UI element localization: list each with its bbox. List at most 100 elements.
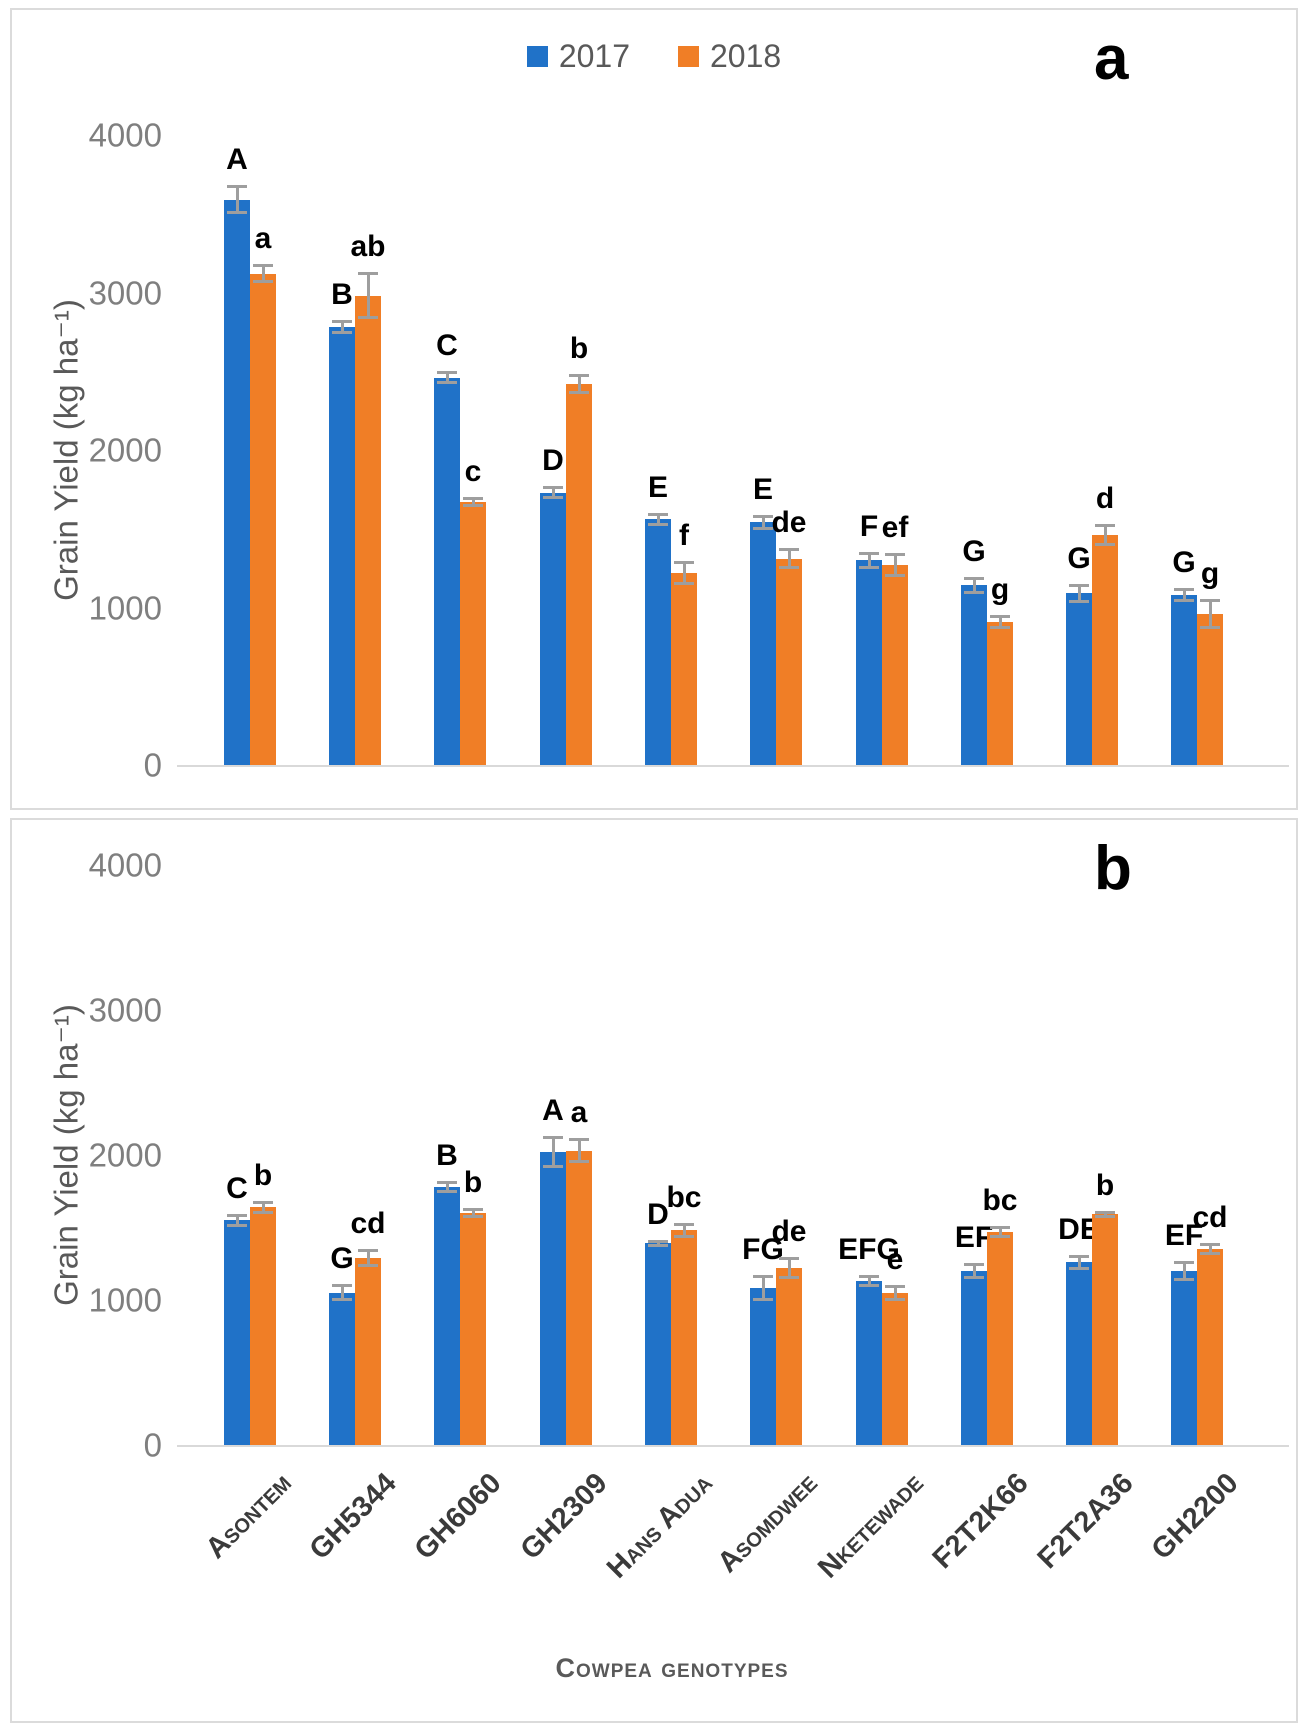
error-bar-line <box>1077 583 1081 603</box>
error-bar-line <box>235 1213 239 1227</box>
error-bar-cap <box>437 1189 457 1193</box>
error-bar-cap <box>437 380 457 384</box>
error-bar-cap <box>1200 1243 1220 1247</box>
error-bar-line <box>1182 587 1186 602</box>
error-bar-line <box>867 551 871 569</box>
y-tick-label: 0 <box>143 1426 162 1464</box>
error-bar <box>543 486 563 499</box>
bar-2018 <box>355 1257 381 1445</box>
significance-label: b <box>569 331 589 365</box>
bar-2017 <box>856 1281 882 1445</box>
error-bar <box>964 576 984 595</box>
error-bar-cap <box>1069 1266 1089 1270</box>
error-bar <box>437 371 457 384</box>
error-bar-cap <box>885 553 905 557</box>
bar-2018 <box>987 1231 1013 1445</box>
error-bar-cap <box>648 1239 668 1243</box>
bar-2017 <box>961 585 987 765</box>
error-bar <box>674 561 694 585</box>
error-bar-line <box>1208 598 1212 629</box>
error-bar-cap <box>885 1297 905 1301</box>
significance-label: D <box>647 1197 669 1231</box>
error-bar-cap <box>964 1263 984 1267</box>
significance-label: b <box>1095 1168 1115 1202</box>
error-bar-line <box>261 264 265 284</box>
error-bar-cap <box>227 1223 247 1227</box>
error-bar-cap <box>1200 598 1220 602</box>
error-bar-cap <box>569 391 589 395</box>
error-bar <box>779 548 799 569</box>
error-bar-line <box>761 1275 765 1302</box>
error-bar-cap <box>1174 587 1194 591</box>
bar-2018 <box>1092 1214 1118 1445</box>
panel-letter-b: b <box>1094 834 1132 903</box>
error-bar-cap <box>227 1213 247 1217</box>
error-bar <box>779 1257 799 1279</box>
error-bar <box>227 185 247 214</box>
chart-legend: 2017 2018 <box>12 38 1296 75</box>
error-bar-cap <box>463 1215 483 1219</box>
error-bar-line <box>366 272 370 320</box>
error-bar-cap <box>1095 1210 1115 1214</box>
error-bar-line <box>787 1257 791 1279</box>
error-bar-cap <box>648 513 668 516</box>
error-bar <box>227 1213 247 1227</box>
bar-2017 <box>1171 1271 1197 1445</box>
bar-2018 <box>355 295 381 765</box>
error-bar-line <box>972 576 976 595</box>
error-bar-line <box>1208 1243 1212 1256</box>
error-bar-line <box>340 1284 344 1302</box>
error-bar <box>885 1284 905 1301</box>
error-bar-cap <box>885 1284 905 1288</box>
bar-2017 <box>961 1271 987 1445</box>
bar-2017 <box>750 1288 776 1445</box>
error-bar-line <box>445 1181 449 1193</box>
error-bar-line <box>761 514 765 531</box>
error-bar-line <box>972 1263 976 1279</box>
error-bar <box>463 497 483 507</box>
error-bar-cap <box>1069 599 1089 603</box>
error-bar-line <box>340 320 344 335</box>
error-bar-cap <box>253 1210 273 1214</box>
error-bar-cap <box>753 527 773 531</box>
significance-label: A <box>226 143 248 177</box>
x-tick-label: Asontem <box>199 1467 298 1565</box>
significance-label: de <box>771 1215 807 1249</box>
error-bar-cap <box>648 522 668 526</box>
error-bar-cap <box>253 264 273 268</box>
significance-label: G <box>962 534 986 568</box>
significance-label: EF <box>954 1221 994 1255</box>
y-tick-label: 4000 <box>88 846 162 884</box>
x-axis-title: Cowpea genotypes <box>555 1653 789 1683</box>
error-bar <box>1069 583 1089 603</box>
error-bar-cap <box>859 565 879 569</box>
significance-label: g <box>1200 556 1220 590</box>
significance-label: B <box>331 278 353 312</box>
significance-label: a <box>570 1096 588 1130</box>
bar-2017 <box>329 1292 355 1445</box>
significance-label: bc <box>666 1181 702 1215</box>
error-bar-cap <box>859 551 879 555</box>
error-bar-cap <box>358 1263 378 1267</box>
bar-2017 <box>856 560 882 765</box>
significance-label: B <box>436 1139 458 1173</box>
significance-label: e <box>886 1242 904 1276</box>
significance-label: f <box>679 519 689 553</box>
legend-label: 2018 <box>710 38 782 74</box>
error-bar <box>1200 1243 1220 1256</box>
error-bar-cap <box>1174 1260 1194 1264</box>
bar-2017 <box>645 1243 671 1445</box>
significance-label: EFG <box>838 1233 900 1267</box>
bar-2017 <box>1171 594 1197 765</box>
significance-label: c <box>464 455 482 489</box>
error-bar-cap <box>779 1257 799 1261</box>
error-bar-line <box>867 1275 871 1287</box>
error-bar-cap <box>674 1223 694 1227</box>
error-bar-line <box>235 185 239 214</box>
error-bar-cap <box>990 625 1010 629</box>
error-bar-cap <box>543 486 563 490</box>
bar-2018 <box>987 621 1013 765</box>
bar-2018 <box>776 558 802 765</box>
error-bar-line <box>998 614 1002 629</box>
error-bar-line <box>471 1207 475 1219</box>
